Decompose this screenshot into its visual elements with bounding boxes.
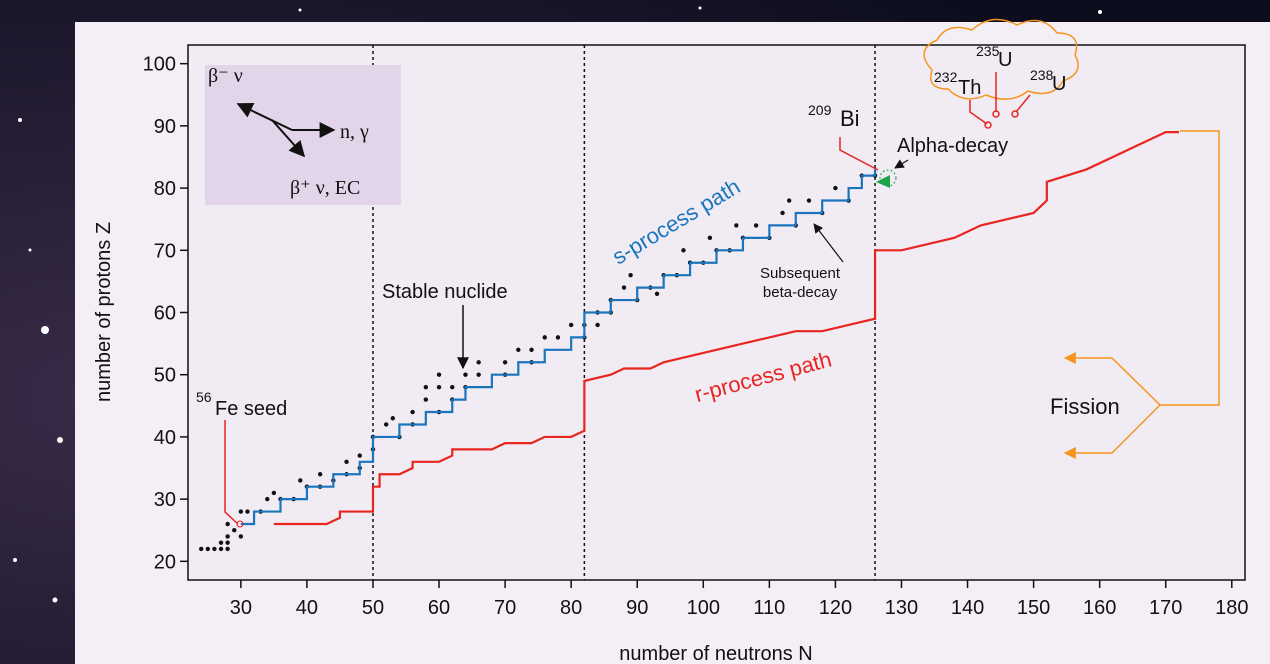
stable-nuclide bbox=[754, 223, 758, 227]
inset-label: n, γ bbox=[340, 121, 369, 143]
fe-label: Fe seed bbox=[215, 398, 287, 420]
stable-nuclide bbox=[358, 453, 362, 457]
stable-nuclide bbox=[681, 248, 685, 252]
stable-nuclide bbox=[424, 385, 428, 389]
x-tick-label: 40 bbox=[296, 597, 318, 619]
stable-nuclide bbox=[391, 416, 395, 420]
x-axis-title: number of neutrons N bbox=[619, 643, 812, 664]
y-tick-label: 100 bbox=[143, 54, 176, 76]
alpha-label: Alpha-decay bbox=[897, 135, 1008, 157]
stable-nuclide bbox=[516, 348, 520, 352]
u238-mass: 238 bbox=[1030, 67, 1054, 83]
y-tick-label: 60 bbox=[154, 303, 176, 325]
inset-label: β⁻ ν bbox=[208, 65, 243, 87]
y-tick-label: 20 bbox=[154, 551, 176, 573]
th-label: Th bbox=[958, 77, 981, 99]
stable-nuclide bbox=[384, 422, 388, 426]
stable-nuclide bbox=[556, 335, 560, 339]
stable-nuclide bbox=[503, 360, 507, 364]
x-tick-label: 160 bbox=[1083, 597, 1116, 619]
stable-nuclide bbox=[239, 509, 243, 513]
fission-label: Fission bbox=[1050, 394, 1120, 419]
stable-nuclide bbox=[437, 385, 441, 389]
stable-nuclide bbox=[708, 236, 712, 240]
x-tick-label: 30 bbox=[230, 597, 252, 619]
th-mass: 232 bbox=[934, 69, 958, 85]
stable-nuclide bbox=[318, 472, 322, 476]
x-tick-label: 60 bbox=[428, 597, 450, 619]
x-tick-label: 120 bbox=[819, 597, 852, 619]
stable-nuclide bbox=[450, 385, 454, 389]
u235-mass: 235 bbox=[976, 43, 1000, 59]
stable-nuclide bbox=[344, 460, 348, 464]
stable-nuclide bbox=[543, 335, 547, 339]
u235-label: U bbox=[998, 49, 1012, 71]
stable-label: Stable nuclide bbox=[382, 281, 508, 303]
stable-nuclide bbox=[219, 547, 223, 551]
stable-nuclide bbox=[529, 348, 533, 352]
stable-nuclide bbox=[787, 198, 791, 202]
x-tick-label: 100 bbox=[687, 597, 720, 619]
stable-nuclide bbox=[476, 360, 480, 364]
x-tick-label: 90 bbox=[626, 597, 648, 619]
stable-nuclide bbox=[833, 186, 837, 190]
stable-nuclide bbox=[424, 397, 428, 401]
stable-nuclide bbox=[225, 522, 229, 526]
u238-label: U bbox=[1052, 73, 1066, 95]
y-tick-label: 90 bbox=[154, 116, 176, 138]
stable-nuclide bbox=[807, 198, 811, 202]
x-tick-label: 140 bbox=[951, 597, 984, 619]
x-tick-label: 110 bbox=[753, 597, 785, 619]
y-tick-label: 30 bbox=[154, 489, 176, 511]
stable-nuclide bbox=[219, 540, 223, 544]
beta-label: Subsequent bbox=[760, 265, 841, 282]
stable-nuclide bbox=[199, 547, 203, 551]
stable-nuclide bbox=[245, 509, 249, 513]
y-axis-title: number of protons Z bbox=[93, 222, 115, 402]
bi-mass: 209 bbox=[808, 102, 832, 118]
stable-nuclide bbox=[437, 373, 441, 377]
beta-label: beta-decay bbox=[763, 284, 838, 301]
y-tick-label: 50 bbox=[154, 365, 176, 387]
stable-nuclide bbox=[206, 547, 210, 551]
x-tick-label: 170 bbox=[1149, 597, 1182, 619]
stable-nuclide bbox=[212, 547, 216, 551]
x-tick-label: 180 bbox=[1215, 597, 1248, 619]
stable-nuclide bbox=[225, 534, 229, 538]
x-tick-label: 80 bbox=[560, 597, 582, 619]
stable-nuclide bbox=[628, 273, 632, 277]
stable-nuclide bbox=[225, 547, 229, 551]
stable-nuclide bbox=[239, 534, 243, 538]
stable-nuclide bbox=[595, 323, 599, 327]
stable-nuclide bbox=[410, 410, 414, 414]
stable-nuclide bbox=[622, 285, 626, 289]
stable-nuclide bbox=[655, 292, 659, 296]
x-tick-label: 130 bbox=[885, 597, 918, 619]
stable-nuclide bbox=[265, 497, 269, 501]
stable-nuclide bbox=[232, 528, 236, 532]
stable-nuclide bbox=[272, 491, 276, 495]
inset-label: β⁺ ν, EC bbox=[290, 177, 360, 199]
bi-label: Bi bbox=[840, 106, 860, 131]
y-tick-label: 70 bbox=[154, 240, 176, 262]
y-tick-label: 80 bbox=[154, 178, 176, 200]
chart: 30 40 50 60 70 80 90 100 110 120 130 140 150 160 170 18… bbox=[0, 0, 1270, 664]
x-tick-label: 70 bbox=[494, 597, 516, 619]
stable-nuclide bbox=[569, 323, 573, 327]
stable-nuclide bbox=[225, 540, 229, 544]
stable-nuclide bbox=[734, 223, 738, 227]
fe-mass: 56 bbox=[196, 389, 212, 405]
y-tick-label: 40 bbox=[154, 427, 176, 449]
stable-nuclide bbox=[298, 478, 302, 482]
stable-nuclide bbox=[780, 211, 784, 215]
x-tick-label: 50 bbox=[362, 597, 384, 619]
x-tick-label: 150 bbox=[1017, 597, 1050, 619]
stable-nuclide bbox=[476, 373, 480, 377]
stable-nuclide bbox=[463, 373, 467, 377]
